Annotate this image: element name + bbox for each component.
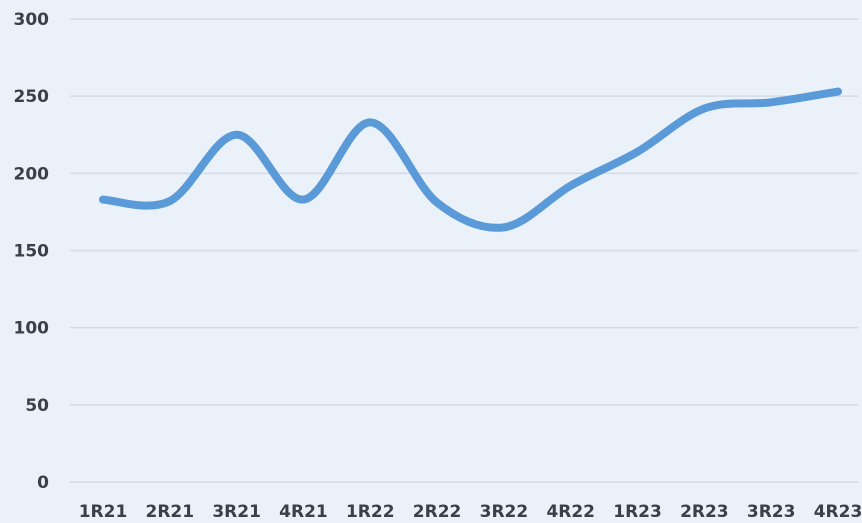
x-tick-label-4R23: 4R23 [814,502,862,522]
series-line-1 [99,87,842,232]
x-tick-label-4R21: 4R21 [279,502,328,522]
x-tick-label-1R23: 1R23 [613,502,662,522]
y-tick-label-0: 0 [37,473,49,493]
x-tick-label-2R22: 2R22 [413,502,462,522]
y-tick-label-200: 200 [14,164,50,184]
y-tick-label-300: 300 [14,10,50,30]
x-tick-label-2R23: 2R23 [680,502,729,522]
x-tick-label-1R21: 1R21 [79,502,128,522]
y-tick-label-250: 250 [14,87,50,107]
x-tick-label-3R23: 3R23 [747,502,796,522]
x-tick-label-4R22: 4R22 [546,502,595,522]
y-axis-tick-labels: 0 50 100 150 200 250 300 [14,10,50,493]
x-axis-tick-labels: 1R21 2R21 3R21 4R21 1R22 2R22 3R22 4R22 1R23 2R23… [79,502,862,522]
y-tick-label-50: 50 [25,396,49,416]
y-tick-label-150: 150 [14,242,50,262]
x-tick-label-1R22: 1R22 [346,502,395,522]
x-tick-label-3R21: 3R21 [212,502,261,522]
series-lines [99,87,842,232]
x-tick-label-3R22: 3R22 [480,502,529,522]
x-tick-label-2R21: 2R21 [146,502,195,522]
y-tick-label-100: 100 [14,319,50,339]
gridlines [70,18,858,483]
